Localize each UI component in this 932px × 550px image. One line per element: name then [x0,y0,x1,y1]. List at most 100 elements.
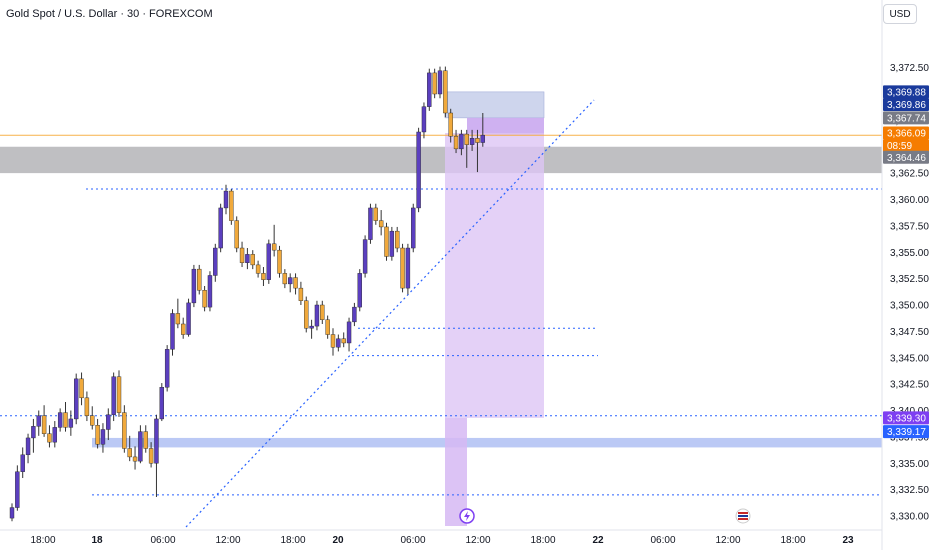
candle[interactable] [298,281,304,305]
candle[interactable] [255,260,261,278]
candle[interactable] [480,112,485,147]
candle[interactable] [122,405,127,453]
candle[interactable] [148,442,154,468]
candle[interactable] [127,435,132,462]
candle[interactable] [395,226,400,253]
candle[interactable] [154,414,159,498]
candle[interactable] [100,423,106,453]
candle[interactable] [245,248,250,270]
take-profit-zone[interactable] [445,133,544,418]
candle[interactable] [309,319,314,339]
candle[interactable] [378,210,384,236]
candle[interactable] [475,129,480,173]
candle[interactable] [469,129,475,151]
candle[interactable] [314,300,320,331]
candle[interactable] [170,309,175,356]
candle[interactable] [400,243,405,293]
candle[interactable] [15,465,20,511]
candle[interactable] [320,300,325,324]
candle[interactable] [164,345,170,392]
candle[interactable] [229,188,234,225]
candle[interactable] [437,66,443,99]
candle[interactable] [116,370,122,417]
candle[interactable] [213,243,218,282]
candle[interactable] [68,410,74,436]
candle[interactable] [90,406,95,430]
candle[interactable] [63,402,68,432]
candle[interactable] [271,224,277,257]
candle[interactable] [20,447,25,479]
candle[interactable] [106,408,111,441]
currency-button[interactable]: USD [883,4,917,24]
candle[interactable] [197,264,202,295]
stop-loss-zone[interactable] [444,91,545,119]
candle[interactable] [464,129,469,168]
candle[interactable] [180,317,186,339]
candle[interactable] [47,425,52,448]
candle[interactable] [84,391,90,422]
candle[interactable] [138,425,143,464]
candle[interactable] [336,334,341,352]
candle[interactable] [266,239,271,284]
candle[interactable] [31,418,36,453]
candle[interactable] [52,421,57,448]
candle[interactable] [389,226,395,261]
candle[interactable] [36,410,41,436]
candle[interactable] [261,267,266,287]
candle[interactable] [288,273,293,293]
candle[interactable] [186,298,191,337]
candle[interactable] [443,66,448,118]
candle[interactable] [384,222,389,261]
candle[interactable] [373,203,378,225]
lightning-event-icon[interactable] [459,508,475,524]
candle[interactable] [79,372,84,406]
candle[interactable] [250,250,255,270]
price-tag: 3,366.09 [883,126,929,140]
candle[interactable] [175,298,181,329]
candle[interactable] [111,372,116,422]
candle-body-bull [31,426,36,439]
candle[interactable] [448,108,453,143]
candle[interactable] [411,203,416,253]
candle[interactable] [453,129,459,154]
candle[interactable] [132,446,138,470]
candle[interactable] [9,503,15,522]
candle[interactable] [421,102,427,139]
candle[interactable] [202,286,207,312]
flag-event-icon[interactable] [735,508,751,524]
support-zone[interactable] [92,437,882,448]
candle[interactable] [73,373,79,425]
candle[interactable] [234,216,239,253]
candle[interactable] [293,273,298,295]
candle[interactable] [330,328,336,356]
candle[interactable] [368,203,373,244]
candle[interactable] [191,264,197,308]
candle[interactable] [218,203,223,253]
candle[interactable] [459,129,464,156]
candle[interactable] [352,302,357,327]
candle[interactable] [427,68,432,111]
candle[interactable] [325,315,330,339]
candle[interactable] [304,296,309,333]
candle[interactable] [346,317,352,352]
candle[interactable] [405,243,411,295]
trend-line[interactable] [185,99,595,528]
candle[interactable] [416,127,421,213]
candle[interactable] [432,68,437,99]
candle[interactable] [41,405,47,437]
candle[interactable] [239,241,245,268]
candle[interactable] [223,184,229,215]
candle[interactable] [282,269,288,289]
candle[interactable] [143,425,148,453]
candle[interactable] [362,235,368,278]
candle[interactable] [57,408,63,432]
candle[interactable] [159,383,165,422]
resistance-zone[interactable] [0,146,882,174]
candle[interactable] [357,269,362,312]
candle[interactable] [277,245,282,278]
candle[interactable] [341,332,346,348]
candle[interactable] [25,433,31,464]
candle[interactable] [207,271,213,312]
candle[interactable] [95,418,100,449]
